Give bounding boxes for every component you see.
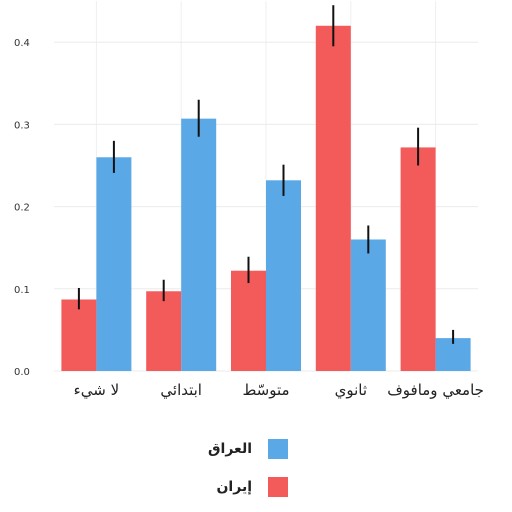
bar bbox=[231, 270, 266, 371]
x-tick-label: ثانوي bbox=[335, 381, 367, 400]
y-tick-label: 0.2 bbox=[14, 203, 30, 214]
legend-swatch-iran bbox=[268, 477, 288, 497]
bar bbox=[400, 147, 436, 371]
bar bbox=[61, 299, 97, 371]
x-tick-label: لا شيء bbox=[74, 381, 119, 400]
y-tick-label: 0.1 bbox=[14, 285, 30, 296]
x-tick-label: ابتدائي bbox=[160, 381, 202, 400]
bar bbox=[181, 118, 217, 372]
bar bbox=[350, 239, 386, 371]
bar bbox=[96, 157, 132, 371]
x-axis: لا شيء ابتدائي متوسّط ثانوي جامعي ومافوف bbox=[74, 381, 484, 400]
bars bbox=[61, 25, 471, 372]
legend: العراق إيران bbox=[200, 438, 288, 498]
bar bbox=[315, 25, 351, 371]
y-tick-label: 0.4 bbox=[14, 38, 30, 49]
legend-item-iraq: العراق bbox=[200, 438, 288, 460]
legend-item-iran: إيران bbox=[200, 476, 288, 498]
bar bbox=[266, 180, 301, 371]
legend-label-iran: إيران bbox=[216, 479, 252, 495]
legend-label-iraq: العراق bbox=[208, 441, 252, 457]
error-bars bbox=[77, 5, 455, 344]
legend-swatch-iraq bbox=[268, 439, 288, 459]
y-axis: 0.0 0.1 0.2 0.3 0.4 bbox=[14, 38, 30, 378]
x-tick-label: متوسّط bbox=[242, 381, 289, 399]
bar-chart: 0.0 0.1 0.2 0.3 0.4 لا شيء ابتدائي متوسّط ثانوي… bbox=[14, 1, 484, 400]
x-tick-label: جامعي ومافوف bbox=[387, 381, 484, 400]
y-tick-label: 0.3 bbox=[14, 120, 30, 131]
y-tick-label: 0.0 bbox=[14, 367, 30, 378]
bar bbox=[146, 291, 182, 371]
